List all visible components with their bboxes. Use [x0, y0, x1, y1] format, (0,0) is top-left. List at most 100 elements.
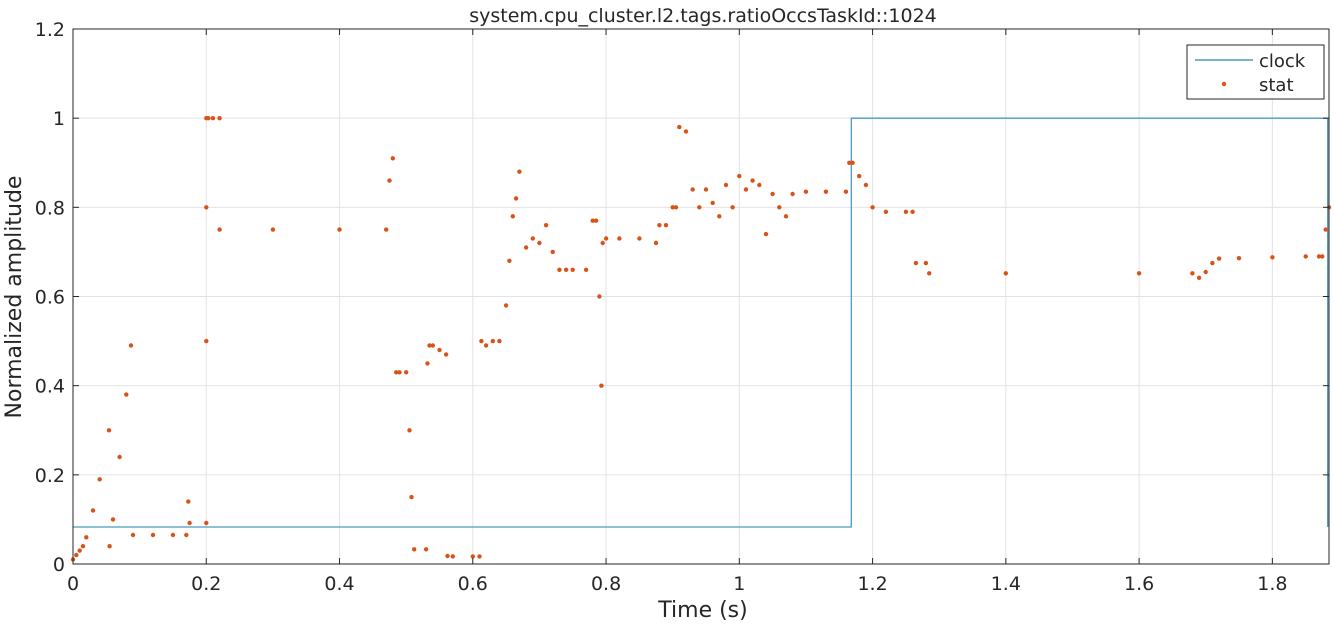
data-point [206, 116, 211, 121]
data-point [537, 240, 542, 246]
data-point [443, 352, 449, 357]
data-point [703, 187, 709, 192]
data-point [910, 209, 915, 214]
data-point [597, 294, 602, 299]
data-point [517, 169, 522, 174]
data-point [777, 205, 782, 210]
data-point [394, 370, 399, 375]
data-point [670, 205, 675, 210]
data-point [1136, 271, 1142, 276]
data-point [1323, 227, 1328, 232]
data-point [593, 218, 599, 223]
data-point [530, 236, 535, 241]
data-point [757, 182, 762, 188]
data-point [97, 477, 102, 482]
data-point [437, 347, 442, 353]
data-point [603, 236, 609, 241]
axis-ticks: 0 0.2 0.4 0.6 0.8 1 1.2 1.4 1.6 1.8 0 0.2 0.4 0.6 0.8 1… [35, 19, 1329, 595]
data-point [883, 209, 889, 214]
data-point [184, 532, 189, 538]
data-point [217, 116, 222, 121]
data-point [590, 218, 595, 223]
legend-label-clock: clock [1259, 51, 1306, 72]
data-point [803, 189, 809, 194]
data-point [80, 544, 86, 549]
chart-title: system.cpu_cluster.l2.tags.ratioOccsTask… [469, 5, 937, 27]
data-point [657, 223, 662, 228]
data-point [1236, 256, 1242, 261]
data-point [723, 182, 729, 188]
data-point [600, 240, 605, 246]
data-point [210, 116, 216, 121]
data-point [913, 260, 919, 266]
data-point [204, 205, 209, 210]
data-point [425, 361, 430, 366]
data-point [563, 267, 569, 272]
data-point [450, 554, 455, 559]
data-point [490, 338, 495, 344]
plot-area [70, 116, 1332, 562]
y-axis-label: Normalized amplitude [2, 176, 27, 419]
data-point [513, 196, 519, 201]
data-point [617, 236, 622, 241]
data-point [903, 209, 909, 214]
data-point [673, 205, 679, 210]
data-point [1210, 260, 1215, 266]
data-point [730, 205, 735, 210]
data-point [204, 338, 209, 344]
data-point [599, 383, 604, 388]
data-point [823, 189, 829, 194]
data-point [390, 156, 395, 161]
legend-label-stat: stat [1259, 75, 1294, 96]
data-point [387, 178, 392, 183]
legend: clock stat [1186, 44, 1325, 100]
data-point [470, 554, 475, 559]
y-tick-label: 0 [53, 554, 65, 576]
data-point [923, 260, 929, 266]
data-point [863, 182, 869, 188]
y-tick-label: 0.4 [35, 376, 65, 398]
data-point [1196, 275, 1202, 280]
data-point [717, 214, 722, 219]
x-tick-label: 0.8 [591, 573, 621, 595]
data-point [407, 428, 412, 433]
data-point [690, 187, 695, 192]
data-point [583, 267, 589, 272]
data-point [843, 189, 849, 194]
x-tick-label: 1.4 [991, 573, 1021, 595]
data-point [523, 245, 529, 250]
data-point [497, 338, 502, 344]
data-point [857, 173, 862, 179]
data-point [217, 227, 222, 232]
data-point [783, 214, 789, 219]
data-point [445, 553, 450, 559]
data-point [557, 267, 562, 272]
x-tick-label: 1.2 [857, 573, 887, 595]
data-point [1216, 256, 1222, 261]
data-point [790, 191, 795, 197]
data-point [110, 517, 116, 522]
data-point [74, 552, 79, 558]
x-axis-label: Time (s) [657, 598, 747, 623]
series-line-clock [73, 117, 1329, 528]
x-tick-label: 0 [67, 573, 79, 595]
data-point [653, 240, 659, 246]
data-point [503, 303, 509, 308]
x-tick-label: 1 [733, 573, 745, 595]
data-point [90, 508, 96, 513]
data-point [186, 499, 191, 504]
data-point [750, 178, 755, 183]
data-point [1203, 269, 1208, 275]
data-point [507, 258, 512, 263]
y-tick-label: 1 [53, 108, 65, 130]
x-tick-label: 1.8 [1257, 573, 1287, 595]
data-point [404, 370, 409, 375]
data-point [124, 392, 129, 397]
data-point [637, 236, 642, 241]
data-point [683, 129, 689, 134]
data-point [130, 532, 136, 538]
data-point [870, 205, 875, 210]
y-tick-label: 1.2 [35, 19, 65, 41]
legend-box [1186, 44, 1325, 100]
data-point [1320, 254, 1325, 259]
